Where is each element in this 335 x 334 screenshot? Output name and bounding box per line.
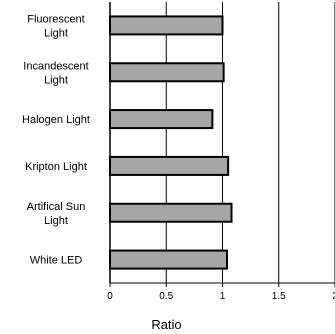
- category-label: White LED: [30, 255, 83, 267]
- category-label: Light: [44, 74, 68, 86]
- x-tick-label: 1: [220, 291, 226, 302]
- category-labels: Fluorescent Light Incandescent Light Halogen…: [22, 13, 90, 266]
- bar: [109, 109, 214, 130]
- category-label: Incandescent: [23, 60, 88, 72]
- gridlines: [165, 2, 335, 283]
- bar: [109, 155, 230, 176]
- category-label: Kripton Light: [25, 161, 87, 173]
- x-tick-label: 2: [332, 291, 335, 302]
- category-label: Light: [44, 215, 68, 227]
- category-label: Light: [44, 27, 68, 39]
- x-tick-label: 0.5: [159, 291, 173, 302]
- category-label: Artifical Sun: [27, 201, 86, 213]
- x-axis-title: Ratio: [151, 317, 181, 332]
- x-tick-label: 0: [107, 291, 113, 302]
- bars: [109, 15, 233, 270]
- x-tick-label: 1.5: [272, 291, 286, 302]
- bar: [109, 202, 233, 223]
- bar: [109, 15, 224, 36]
- x-tick-labels: 0 0.5 1 1.5 2: [107, 291, 335, 302]
- axes: [109, 2, 335, 287]
- bar: [109, 249, 228, 270]
- category-label: Halogen Light: [22, 114, 90, 126]
- bar: [109, 62, 225, 83]
- category-label: Fluorescent: [27, 13, 84, 25]
